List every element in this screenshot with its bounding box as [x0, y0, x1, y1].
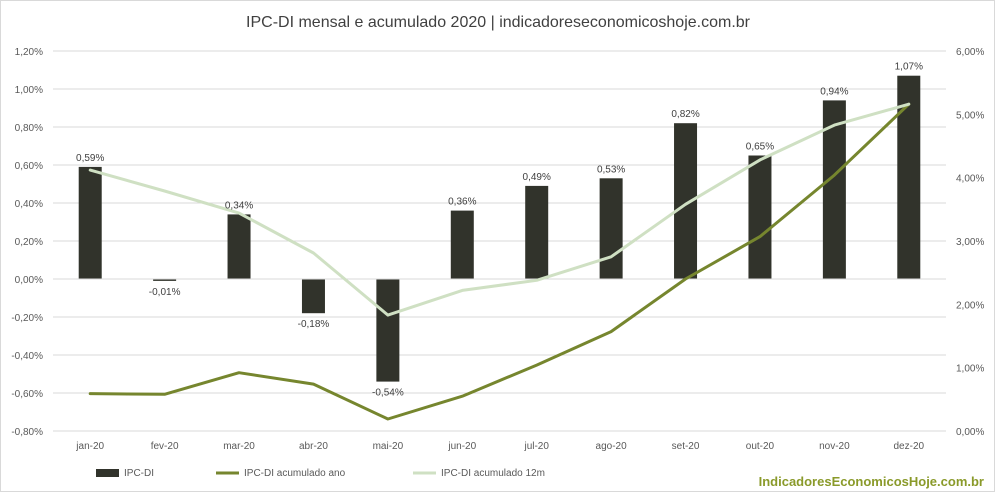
legend-label: IPC-DI acumulado 12m [441, 468, 545, 479]
bar-set-20 [674, 123, 698, 279]
bar-series [78, 75, 921, 382]
line-acumulado-ano [88, 102, 911, 421]
gridlines [53, 50, 946, 432]
right-tick-label: 5,00% [956, 110, 984, 121]
bar-out-20 [748, 155, 772, 279]
x-tick-label: set-20 [672, 441, 700, 452]
bar-abr-20 [301, 279, 325, 314]
line-acumulado-12m [88, 102, 911, 317]
x-tick-label: jan-20 [75, 441, 104, 452]
right-tick-label: 2,00% [956, 300, 984, 311]
data-label: 0,59% [76, 153, 104, 164]
x-tick-label: out-20 [746, 441, 775, 452]
data-label: 0,53% [597, 164, 625, 175]
data-label: 0,49% [523, 172, 551, 183]
right-axis-ticks: 6,00% 5,00% 4,00% 3,00% 2,00% 1,00% 0,00% [956, 47, 984, 438]
x-tick-label: jun-20 [447, 441, 476, 452]
bar-dez-20 [897, 75, 921, 279]
data-labels: 0,59% -0,01% 0,34% -0,18% -0,54% 0,36% 0,49% 0,… [76, 62, 923, 399]
right-tick-label: 6,00% [956, 47, 984, 58]
left-tick-label: 0,40% [15, 199, 43, 210]
bar-jul-20 [525, 185, 549, 279]
data-label: 0,82% [671, 109, 699, 120]
legend-label: IPC-DI acumulado ano [244, 468, 346, 479]
x-axis-ticks: jan-20 fev-20 mar-20 abr-20 mai-20 jun-20 jul-… [75, 441, 924, 452]
legend-label: IPC-DI [124, 468, 154, 479]
bar-mai-20 [376, 279, 400, 382]
left-tick-label: 0,60% [15, 161, 43, 172]
left-tick-label: 0,20% [15, 237, 43, 248]
x-tick-label: dez-20 [894, 441, 925, 452]
left-tick-label: 0,00% [15, 275, 43, 286]
bar-ago-20 [599, 178, 623, 279]
bar-jun-20 [450, 210, 474, 279]
left-tick-label: -0,60% [11, 389, 43, 400]
legend: IPC-DI IPC-DI acumulado ano IPC-DI acumula… [96, 468, 545, 479]
x-tick-label: mar-20 [223, 441, 255, 452]
right-tick-label: 3,00% [956, 237, 984, 248]
data-label: 0,36% [448, 197, 476, 208]
left-tick-label: -0,80% [11, 427, 43, 438]
bar-nov-20 [822, 100, 846, 280]
left-tick-label: 1,00% [15, 85, 43, 96]
left-tick-label: -0,40% [11, 351, 43, 362]
x-tick-label: abr-20 [299, 441, 328, 452]
data-label: 0,34% [225, 200, 253, 211]
left-tick-label: 0,80% [15, 123, 43, 134]
left-tick-label: 1,20% [15, 47, 43, 58]
data-label: 1,07% [895, 62, 923, 73]
right-tick-label: 0,00% [956, 427, 984, 438]
right-tick-label: 4,00% [956, 174, 984, 185]
data-label: -0,54% [372, 388, 404, 399]
x-tick-label: mai-20 [373, 441, 404, 452]
left-axis-ticks: 1,20% 1,00% 0,80% 0,60% 0,40% 0,20% 0,00% -0,20… [11, 47, 43, 438]
bar-fev-20 [153, 279, 177, 281]
x-tick-label: nov-20 [819, 441, 850, 452]
chart-title: IPC-DI mensal e acumulado 2020 | indicad… [246, 14, 751, 31]
data-label: -0,18% [298, 319, 330, 330]
line-series [88, 102, 911, 421]
brand-watermark: IndicadoresEconomicosHoje.com.br [759, 474, 984, 489]
x-tick-label: ago-20 [596, 441, 628, 452]
data-label: 0,65% [746, 142, 774, 153]
data-label: 0,94% [820, 86, 848, 97]
data-label: -0,01% [149, 287, 181, 298]
right-tick-label: 1,00% [956, 364, 984, 375]
legend-swatch-bar [96, 469, 119, 477]
x-tick-label: jul-20 [523, 441, 549, 452]
left-tick-label: -0,20% [11, 313, 43, 324]
bar-mar-20 [227, 214, 251, 279]
x-tick-label: fev-20 [151, 441, 179, 452]
bar-jan-20 [78, 166, 102, 279]
